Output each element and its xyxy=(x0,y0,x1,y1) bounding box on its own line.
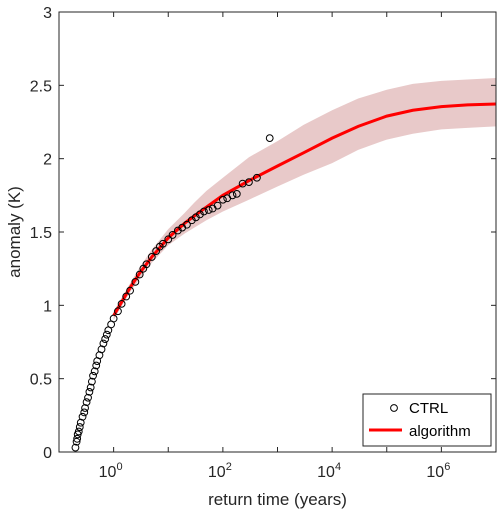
x-tick-label: 104 xyxy=(317,461,341,481)
ctrl-point xyxy=(109,314,118,323)
legend-ctrl-label: CTRL xyxy=(409,400,448,417)
algorithm-line xyxy=(112,102,497,317)
ctrl-point xyxy=(183,220,191,229)
ctrl-point xyxy=(213,201,222,210)
y-axis-label: anomaly (K) xyxy=(5,186,24,278)
ctrl-point xyxy=(265,134,274,143)
ctrl-point xyxy=(122,292,131,301)
ctrl-point xyxy=(164,235,173,244)
ctrl-point xyxy=(142,260,151,269)
ctrl-point xyxy=(82,398,91,407)
ctrl-point xyxy=(73,434,82,443)
ctrl-point xyxy=(81,404,89,412)
x-tick-labels: 100 102 104 106 xyxy=(99,461,451,481)
ctrl-point xyxy=(131,277,140,286)
ctrl-point xyxy=(245,178,253,187)
ctrl-point xyxy=(92,361,101,370)
ctrl-point xyxy=(90,367,99,376)
ctrl-point xyxy=(159,239,167,248)
legend-box xyxy=(362,393,492,447)
legend-ctrl-marker xyxy=(390,404,398,412)
ctrl-point xyxy=(80,408,89,417)
y-tick-label: 3 xyxy=(43,5,52,22)
ctrl-point xyxy=(87,377,96,386)
ctrl-point xyxy=(204,206,213,214)
legend-algorithm-label: algorithm xyxy=(409,423,471,440)
ctrl-point xyxy=(101,335,110,343)
ctrl-point xyxy=(200,207,208,216)
legend: CTRL algorithm xyxy=(362,393,492,447)
y-tick-labels: 0 0.5 1 1.5 2 2.5 3 xyxy=(30,5,52,462)
ctrl-point xyxy=(114,307,122,316)
ctrl-point xyxy=(117,299,126,308)
ctrl-point xyxy=(135,270,144,279)
x-tick-label: 106 xyxy=(426,461,450,481)
ctrl-point xyxy=(102,330,111,339)
y-tick-label: 0.5 xyxy=(30,372,52,389)
ctrl-point xyxy=(86,383,95,392)
ctrl-point xyxy=(85,387,94,396)
ctrl-point xyxy=(168,231,177,239)
ctrl-point xyxy=(89,371,97,380)
ctrl-point xyxy=(99,339,108,348)
ctrl-point xyxy=(71,443,80,452)
ctrl-point xyxy=(126,286,134,295)
ctrl-point xyxy=(228,191,237,200)
y-tick-label: 2 xyxy=(43,152,52,169)
ctrl-point xyxy=(253,173,261,182)
ctrl-point xyxy=(78,412,87,421)
algorithm-uncertainty-band xyxy=(113,78,496,320)
ctrl-point xyxy=(147,253,156,261)
y-tick-label: 2.5 xyxy=(30,78,52,95)
ctrl-point xyxy=(232,189,241,198)
y-tick-label: 1.5 xyxy=(30,225,52,242)
ctrl-points xyxy=(71,134,274,452)
x-tick-label: 100 xyxy=(99,461,123,481)
x-tick-label: 102 xyxy=(208,461,232,481)
y-tick-label: 1 xyxy=(43,298,52,315)
ctrl-point xyxy=(84,393,92,402)
ctrl-point xyxy=(74,427,83,436)
x-axis-label: return time (years) xyxy=(208,490,347,509)
y-tick-label: 0 xyxy=(43,445,52,462)
plot-background xyxy=(59,12,496,452)
ctrl-point xyxy=(72,437,81,446)
ctrl-point xyxy=(218,195,227,204)
axis-ticks xyxy=(58,11,497,453)
ctrl-point xyxy=(75,423,84,431)
